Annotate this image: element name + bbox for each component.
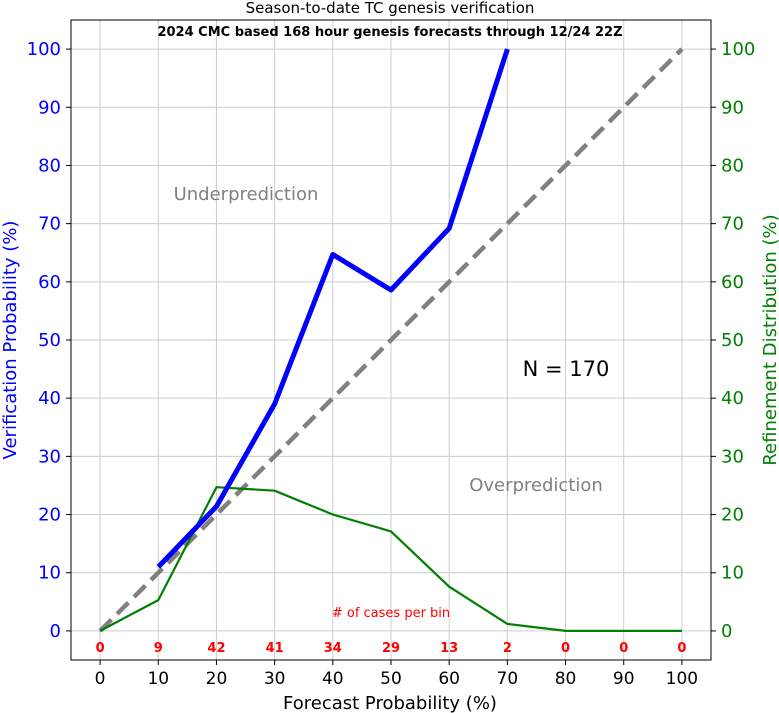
- x-tick-label: 60: [438, 669, 460, 689]
- x-tick-label: 100: [666, 669, 698, 689]
- grid-lines: [71, 20, 711, 660]
- y-tick-label-right: 100: [721, 39, 755, 60]
- x-tick-label: 20: [206, 669, 228, 689]
- x-axis-label: Forecast Probability (%): [283, 693, 497, 713]
- y-tick-label-right: 60: [721, 272, 744, 293]
- underprediction-label: Underprediction: [174, 184, 319, 205]
- y-tick-label-left: 50: [38, 330, 61, 351]
- case-count-label: 0: [96, 641, 105, 656]
- chart-title: Season-to-date TC genesis verification: [246, 0, 535, 17]
- case-count-label: 34: [324, 641, 342, 656]
- x-tick-label: 90: [613, 669, 635, 689]
- x-tick-label: 0: [95, 669, 106, 689]
- x-tick-label: 30: [264, 669, 286, 689]
- y-tick-label-right: 20: [721, 505, 744, 526]
- y-tick-label-left: 80: [38, 155, 61, 176]
- x-tick-label: 10: [147, 669, 169, 689]
- cases-row: 0 9 42 41 34 29 13 2 0 0 0: [96, 641, 687, 656]
- chart-subtitle: 2024 CMC based 168 hour genesis forecast…: [157, 25, 622, 40]
- y-axis-label-right: Refinement Distribution (%): [760, 214, 779, 465]
- x-tick-label: 40: [322, 669, 344, 689]
- y-tick-label-right: 30: [721, 446, 744, 467]
- overprediction-label: Overprediction: [469, 475, 603, 496]
- case-count-label: 0: [677, 641, 686, 656]
- y-tick-label-right: 10: [721, 563, 744, 584]
- case-count-label: 9: [154, 641, 163, 656]
- case-count-label: 42: [207, 641, 225, 656]
- case-count-label: 41: [266, 641, 284, 656]
- y-tick-label-left: 10: [38, 563, 61, 584]
- cases-per-bin-label: # of cases per bin: [332, 606, 450, 621]
- case-count-label: 29: [382, 641, 400, 656]
- y-tick-label-right: 90: [721, 97, 744, 118]
- verification-line: [156, 48, 510, 569]
- x-tick-label: 70: [497, 669, 519, 689]
- y-tick-label-left: 90: [38, 97, 61, 118]
- case-count-label: 2: [503, 641, 512, 656]
- y-tick-label-left: 100: [27, 39, 61, 60]
- y-tick-label-left: 70: [38, 214, 61, 235]
- series-layer: [98, 47, 684, 633]
- y-axis-label-left: Verification Probability (%): [0, 221, 21, 460]
- x-tick-label: 80: [555, 669, 577, 689]
- case-count-label: 0: [619, 641, 628, 656]
- y-tick-label-right: 50: [721, 330, 744, 351]
- y-tick-label-right: 0: [721, 621, 732, 642]
- y-tick-label-right: 80: [721, 155, 744, 176]
- x-tick-label: 50: [380, 669, 402, 689]
- y-tick-label-left: 30: [38, 446, 61, 467]
- y-tick-label-left: 0: [50, 621, 61, 642]
- perfect-reliability-line: [98, 47, 684, 633]
- case-count-label: 0: [561, 641, 570, 656]
- case-count-label: 13: [440, 641, 458, 656]
- y-tick-label-left: 60: [38, 272, 61, 293]
- y-tick-label-right: 70: [721, 214, 744, 235]
- y-tick-label-right: 40: [721, 388, 744, 409]
- sample-size-label: N = 170: [523, 357, 610, 381]
- y-tick-label-left: 40: [38, 388, 61, 409]
- y-tick-label-left: 20: [38, 505, 61, 526]
